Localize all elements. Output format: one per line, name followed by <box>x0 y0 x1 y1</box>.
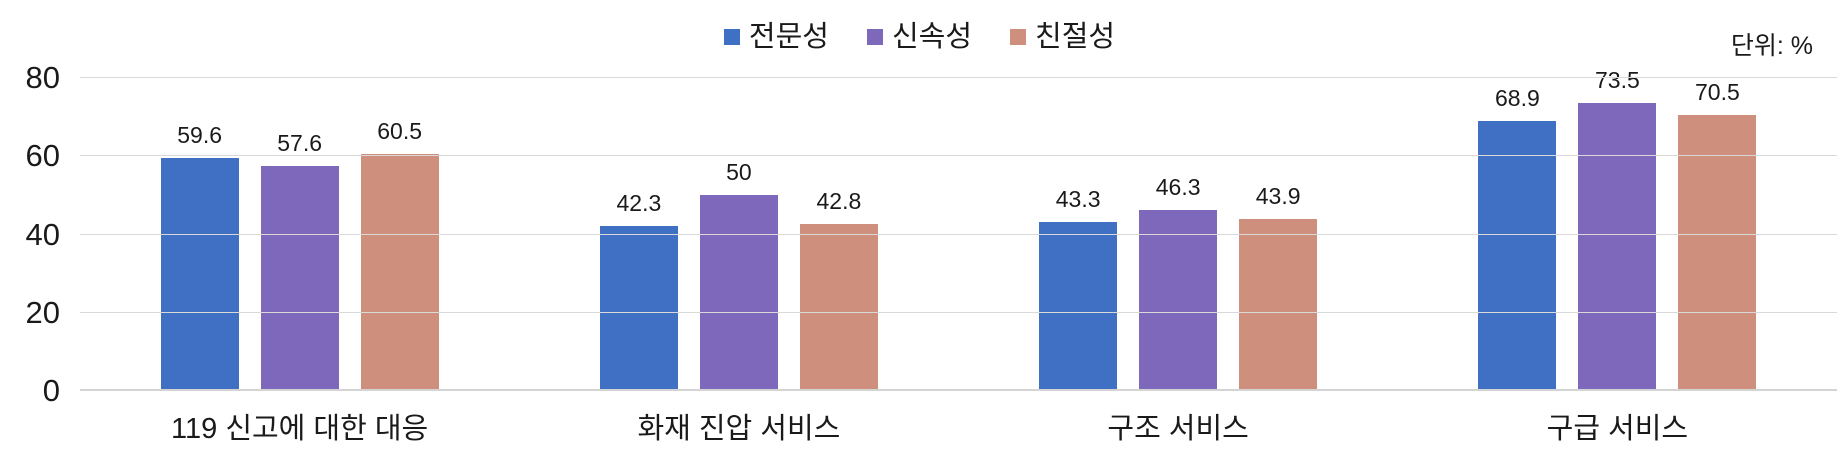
legend-item-1: 신속성 <box>866 20 973 54</box>
bar <box>699 195 778 391</box>
bar <box>1039 221 1118 391</box>
bar-value-label: 60.5 <box>377 118 422 145</box>
bar-cell: 68.9 <box>1478 85 1557 391</box>
y-axis: 0 20 40 60 80 <box>0 60 60 408</box>
bar-groups: 59.6 57.6 60.5 42.3 50 42.8 43.3 46.3 43.9 68.9 73… <box>80 67 1837 391</box>
y-tick-label: 80 <box>25 60 60 95</box>
bar <box>1578 103 1657 391</box>
bar-cell: 57.6 <box>260 129 339 391</box>
bar <box>1239 219 1318 391</box>
bar-value-label: 43.3 <box>1055 185 1101 212</box>
bar <box>1678 115 1757 391</box>
bar-cell: 59.6 <box>160 121 239 391</box>
category-label-1: 화재 진압 서비스 <box>637 413 841 445</box>
bar-value-label: 42.3 <box>616 189 662 216</box>
category-label-3: 구급 서비스 <box>1546 413 1689 445</box>
bar-value-label: 59.6 <box>177 121 222 148</box>
bar-value-label: 57.6 <box>277 129 322 156</box>
legend-swatch-icon <box>1010 29 1027 45</box>
bar-cell: 46.3 <box>1139 173 1218 391</box>
legend-label: 전문성 <box>748 21 829 53</box>
legend-label: 친절성 <box>1035 21 1116 53</box>
x-axis: 119 신고에 대한 대응 화재 진압 서비스 구조 서비스 구급 서비스 <box>80 412 1837 446</box>
legend-item-0: 전문성 <box>723 20 829 54</box>
gridline <box>80 233 1837 235</box>
gridline <box>80 77 1837 78</box>
bar-value-label: 73.5 <box>1594 67 1640 94</box>
category-label-0: 119 신고에 대한 대응 <box>171 413 429 445</box>
bar-cell: 70.5 <box>1678 79 1757 391</box>
legend: 전문성 신속성 친절성 <box>0 20 1839 54</box>
gridline <box>80 155 1837 157</box>
bar-value-label: 46.3 <box>1155 173 1201 200</box>
bar-group-1: 42.3 50 42.8 <box>519 78 958 391</box>
y-tick-label: 40 <box>25 216 60 252</box>
bar <box>1478 121 1557 391</box>
unit-label: 단위: % <box>1730 32 1813 60</box>
bar <box>1139 209 1218 391</box>
bar-cell: 42.8 <box>799 187 878 391</box>
legend-swatch-icon <box>723 29 740 45</box>
bar-value-label: 42.8 <box>816 187 862 214</box>
bar-group-3: 68.9 73.5 70.5 <box>1398 67 1837 391</box>
bar <box>360 154 439 391</box>
bar-group-2: 43.3 46.3 43.9 <box>959 78 1398 391</box>
legend-item-2: 친절성 <box>1010 20 1115 54</box>
bar-cell: 43.3 <box>1039 185 1118 391</box>
bar <box>799 223 878 391</box>
bar-cell: 73.5 <box>1578 67 1657 391</box>
bar <box>160 157 239 391</box>
bar-value-label: 43.9 <box>1255 183 1301 210</box>
bar <box>260 165 339 391</box>
bar-cell: 42.3 <box>599 189 678 391</box>
plot-area: 59.6 57.6 60.5 42.3 50 42.8 43.3 46.3 43.9 68.9 73… <box>80 67 1837 391</box>
bar-cell: 60.5 <box>360 118 439 391</box>
y-tick-label: 0 <box>42 373 60 408</box>
y-tick-label: 20 <box>25 294 60 330</box>
bar-group-0: 59.6 57.6 60.5 <box>80 78 519 391</box>
legend-swatch-icon <box>866 29 883 45</box>
bar-value-label: 50 <box>726 159 752 186</box>
legend-label: 신속성 <box>891 21 973 53</box>
bar-value-label: 68.9 <box>1494 85 1540 112</box>
bar-value-label: 70.5 <box>1694 79 1740 106</box>
category-label-2: 구조 서비스 <box>1107 413 1249 445</box>
x-axis-line <box>80 389 1837 391</box>
bar <box>599 225 678 391</box>
gridline <box>80 311 1837 313</box>
bar-cell: 50 <box>699 159 778 391</box>
bar-cell: 43.9 <box>1239 183 1318 391</box>
y-tick-label: 60 <box>25 138 60 174</box>
